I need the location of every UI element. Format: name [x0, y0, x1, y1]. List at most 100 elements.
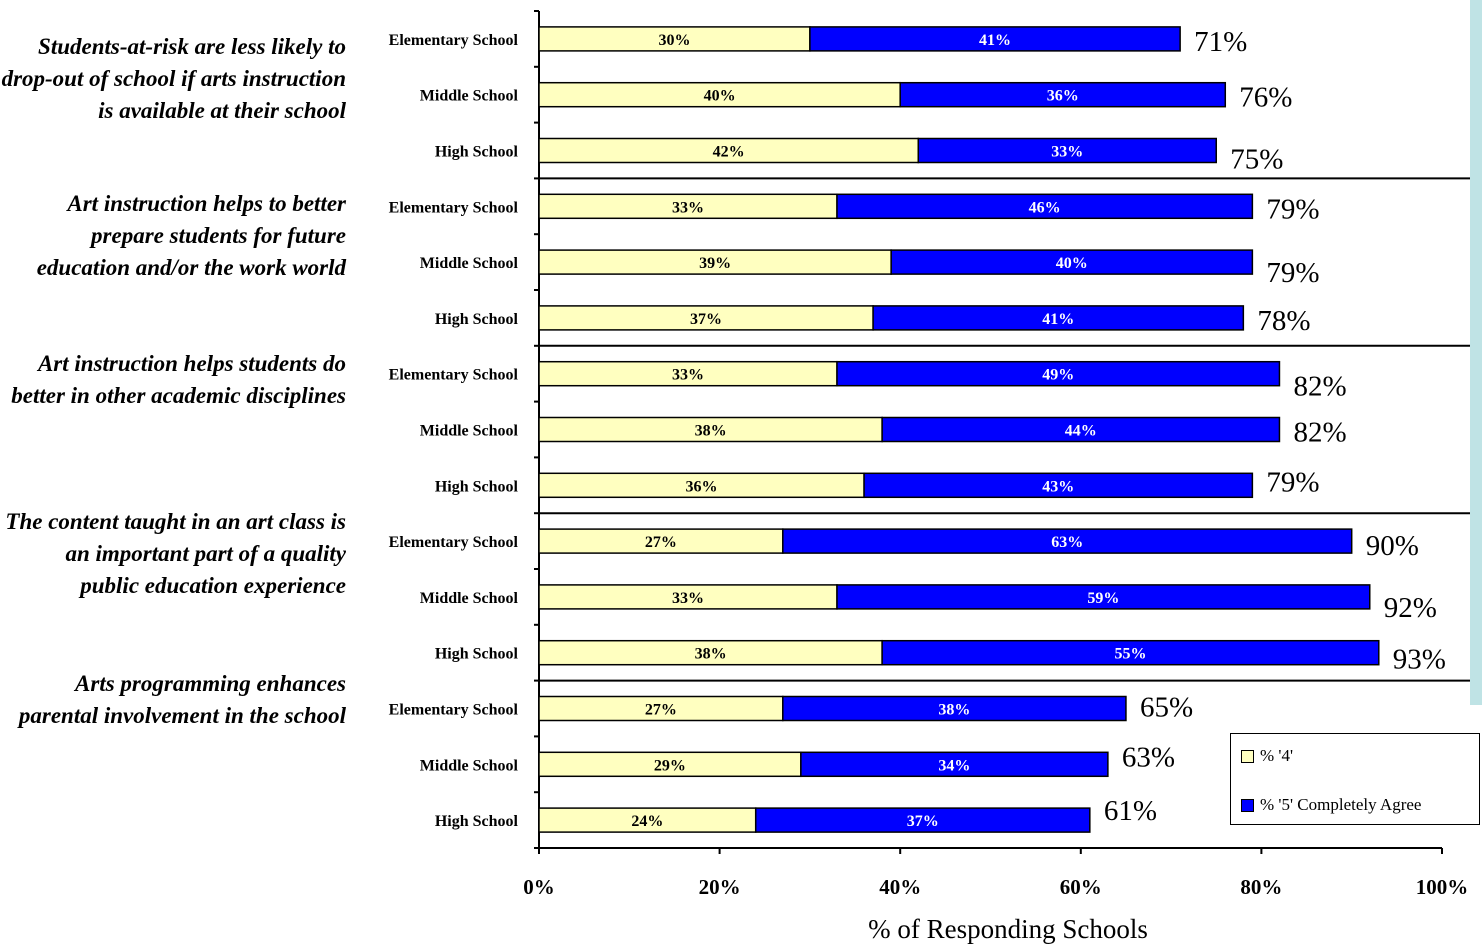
- category-label: Elementary School: [389, 32, 519, 49]
- bar-agree-5: [863, 472, 1254, 499]
- total-label: 63%: [1122, 741, 1175, 773]
- bar-agree-5: [899, 81, 1227, 108]
- x-tick-label: 0%: [523, 875, 555, 899]
- total-label: 79%: [1266, 257, 1319, 289]
- bar-agree-5-label: 37%: [907, 813, 939, 830]
- category-label: High School: [435, 478, 519, 495]
- total-label: 82%: [1293, 371, 1346, 403]
- bar-agree-4: [538, 305, 874, 331]
- legend-swatch-5: [1241, 798, 1254, 812]
- category-label: Elementary School: [389, 199, 519, 216]
- category-label: Middle School: [420, 423, 519, 440]
- total-label: 90%: [1366, 530, 1419, 562]
- bar-agree-4: [538, 807, 757, 833]
- statement-label-4: The content taught in an art class is an…: [5, 509, 346, 598]
- category-label: Middle School: [420, 88, 519, 105]
- x-tick-label: 100%: [1416, 875, 1469, 899]
- bar-agree-5: [836, 360, 1281, 387]
- x-tick-label: 20%: [699, 875, 741, 899]
- bar-agree-4: [538, 695, 784, 722]
- bar-agree-4-label: 37%: [690, 311, 722, 328]
- bar-agree-5-label: 40%: [1056, 255, 1088, 272]
- bar-agree-4-label: 33%: [672, 199, 704, 216]
- bar-agree-5-label: 36%: [1047, 88, 1079, 105]
- bar-agree-5: [836, 584, 1371, 610]
- bar-agree-4: [538, 584, 838, 610]
- bar-agree-5-label: 44%: [1065, 423, 1097, 440]
- bar-agree-5-label: 46%: [1029, 199, 1061, 216]
- bar-agree-4: [538, 528, 784, 554]
- bar-agree-5-label: 59%: [1087, 590, 1119, 607]
- bar-agree-4-label: 24%: [631, 813, 663, 830]
- bar-agree-5-label: 55%: [1114, 646, 1146, 663]
- bar-agree-4: [538, 26, 811, 52]
- x-tick-label: 40%: [879, 875, 921, 899]
- total-label: 71%: [1194, 26, 1247, 58]
- bar-agree-4: [538, 81, 901, 108]
- bar-agree-5-label: 49%: [1042, 367, 1074, 384]
- bar-agree-4-label: 30%: [658, 32, 690, 49]
- bar-agree-4: [538, 137, 920, 164]
- bar-agree-4-label: 38%: [695, 423, 727, 440]
- category-label: Elementary School: [389, 367, 519, 384]
- total-label: 65%: [1140, 692, 1193, 724]
- bar-agree-4-label: 33%: [672, 367, 704, 384]
- bar-agree-4: [538, 639, 883, 666]
- category-label: Middle School: [420, 255, 519, 272]
- bar-agree-5: [809, 26, 1181, 52]
- total-label: 78%: [1257, 305, 1310, 337]
- statement-label-5: Arts programming enhances parental invol…: [18, 671, 346, 728]
- total-label: 61%: [1104, 795, 1157, 827]
- category-label: Elementary School: [389, 702, 519, 719]
- total-label: 82%: [1293, 417, 1346, 449]
- bar-agree-5-label: 63%: [1051, 534, 1083, 551]
- category-label: High School: [435, 646, 519, 663]
- legend: % '4' % '5' Completely Agree: [1230, 733, 1480, 825]
- bar-agree-5: [754, 807, 1091, 833]
- legend-label-4: % '4': [1260, 746, 1294, 765]
- total-label: 93%: [1393, 644, 1446, 676]
- bar-agree-4-label: 40%: [704, 88, 736, 105]
- x-axis-title: % of Responding Schools: [868, 914, 1148, 944]
- bar-agree-5: [782, 695, 1127, 722]
- bar-agree-4: [538, 416, 883, 443]
- bar-agree-4-label: 27%: [645, 702, 677, 719]
- bar-agree-5-label: 33%: [1051, 144, 1083, 161]
- bar-agree-5: [890, 249, 1254, 275]
- bar-agree-5-label: 41%: [979, 32, 1011, 49]
- legend-label-5: % '5' Completely Agree: [1260, 795, 1422, 814]
- bar-agree-4-label: 27%: [645, 534, 677, 551]
- bar-agree-5: [836, 193, 1254, 220]
- bar-agree-5: [872, 305, 1245, 331]
- bar-agree-4-label: 42%: [713, 144, 745, 161]
- bar-agree-5-label: 38%: [938, 702, 970, 719]
- bar-agree-5: [917, 137, 1217, 164]
- bar-agree-5-label: 41%: [1042, 311, 1074, 328]
- bar-agree-4: [538, 360, 838, 387]
- category-label: High School: [435, 311, 519, 328]
- statement-label-3: Art instruction helps students do better…: [11, 351, 346, 408]
- bar-agree-4-label: 39%: [699, 255, 731, 272]
- total-label: 92%: [1384, 592, 1437, 624]
- bar-agree-4-label: 38%: [695, 646, 727, 663]
- legend-swatch-4: [1241, 749, 1254, 763]
- x-tick-label: 80%: [1240, 875, 1282, 899]
- bar-agree-5: [782, 528, 1353, 554]
- bar-agree-4: [538, 472, 865, 499]
- bar-agree-5-label: 34%: [938, 757, 970, 774]
- category-label: Middle School: [420, 757, 519, 774]
- total-label: 79%: [1266, 193, 1319, 225]
- category-label: Elementary School: [389, 534, 519, 551]
- bar-agree-4: [538, 751, 802, 778]
- bar-agree-5: [881, 416, 1281, 443]
- side-strip: [1470, 0, 1482, 705]
- bar-agree-5: [881, 639, 1380, 666]
- total-label: 75%: [1230, 144, 1283, 176]
- statement-label-1: Students-at-risk are less likely to drop…: [1, 34, 346, 123]
- category-label: Middle School: [420, 590, 519, 607]
- x-tick-label: 60%: [1060, 875, 1102, 899]
- legend-item-4: % '4': [1241, 746, 1293, 766]
- bar-agree-5: [800, 751, 1109, 778]
- category-label: High School: [435, 813, 519, 830]
